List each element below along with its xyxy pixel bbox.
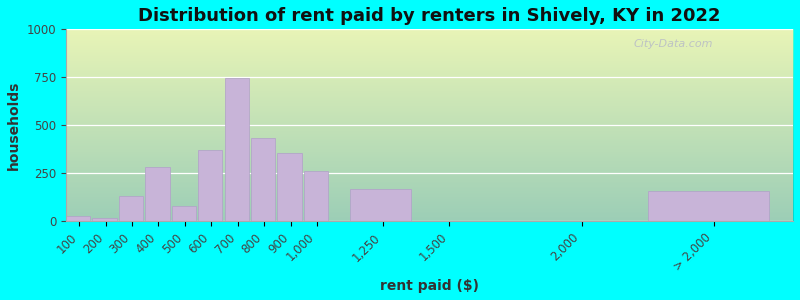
Bar xyxy=(251,138,275,221)
Bar xyxy=(172,206,196,221)
Bar xyxy=(648,190,770,221)
Title: Distribution of rent paid by renters in Shively, KY in 2022: Distribution of rent paid by renters in … xyxy=(138,7,721,25)
Text: City-Data.com: City-Data.com xyxy=(633,39,713,49)
Bar xyxy=(92,218,117,221)
Bar xyxy=(145,167,170,221)
Bar xyxy=(350,189,411,221)
Bar xyxy=(118,196,143,221)
Bar xyxy=(304,171,328,221)
Bar xyxy=(198,150,222,221)
Bar xyxy=(66,216,90,221)
Y-axis label: households: households xyxy=(7,81,21,170)
X-axis label: rent paid ($): rent paid ($) xyxy=(380,279,479,293)
Bar xyxy=(225,78,249,221)
Bar xyxy=(278,153,302,221)
